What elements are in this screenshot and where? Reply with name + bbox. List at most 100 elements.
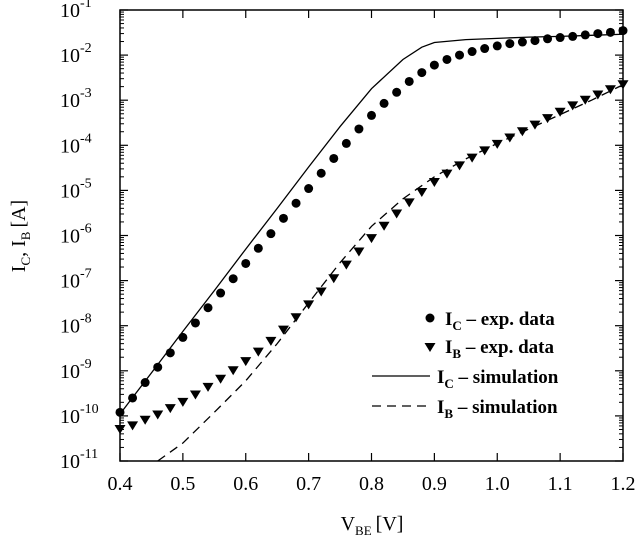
ib-data-point xyxy=(542,114,554,124)
ic-data-point xyxy=(329,153,339,163)
ic-data-point xyxy=(253,243,263,253)
ib-data-point xyxy=(554,107,566,117)
ib-data-point xyxy=(177,397,189,407)
y-tick-base: 10 xyxy=(60,135,80,157)
ic-data-point xyxy=(467,47,477,57)
ic-data-point xyxy=(593,29,603,39)
ib-data-point xyxy=(265,336,277,346)
ic-data-point xyxy=(480,44,490,54)
ib-data-point xyxy=(604,85,616,95)
y-tick-label: 10-5 xyxy=(60,176,92,202)
ic-data-point xyxy=(291,198,301,208)
ic-data-point xyxy=(417,68,427,78)
legend-circle-marker xyxy=(425,313,435,323)
ic-data-point xyxy=(140,378,150,388)
y-tick-exponent: -6 xyxy=(80,222,92,237)
y-tick-exponent: -3 xyxy=(80,86,92,101)
x-tick-labels: 0.4 0.5 0.6 0.7 0.8 0.9 1.0 1.1 1.2 xyxy=(108,473,636,495)
y-tick-base: 10 xyxy=(60,226,80,248)
y-axis-label: IC, IB[A] xyxy=(8,200,33,272)
ic-data-point xyxy=(153,362,163,372)
ic-data-point xyxy=(517,37,527,47)
ib-data-point xyxy=(164,404,176,414)
ib-data-point xyxy=(579,95,591,105)
x-tick-label: 0.9 xyxy=(422,473,447,495)
ib-data-point xyxy=(516,127,528,137)
y-tick-label: 10-10 xyxy=(60,402,99,428)
ib-data-point xyxy=(227,366,239,376)
ic-data-point xyxy=(128,393,138,403)
y-tick-label: 10-11 xyxy=(60,447,98,473)
ic-data-point xyxy=(341,138,351,148)
ib-data-point xyxy=(215,374,227,384)
y-tick-label: 10-8 xyxy=(60,312,92,338)
ic-data-point xyxy=(266,229,276,239)
ic-data-point xyxy=(241,258,251,268)
x-tick-label: 0.8 xyxy=(359,473,384,495)
ic-data-point xyxy=(203,303,213,313)
y-tick-base: 10 xyxy=(60,271,80,293)
y-tick-base: 10 xyxy=(60,316,80,338)
ib-data-point xyxy=(441,169,453,179)
ic-data-point xyxy=(278,213,288,223)
y-tick-base: 10 xyxy=(60,45,80,67)
y-tick-exponent: -11 xyxy=(80,447,98,462)
ib-data-point xyxy=(189,390,201,400)
ib-data-point xyxy=(152,410,164,420)
ib-data-point xyxy=(454,161,466,171)
ib-data-point xyxy=(466,153,478,163)
y-tick-exponent: -10 xyxy=(80,402,99,417)
ic-data-point xyxy=(605,27,615,37)
ib-data-point xyxy=(479,146,491,156)
ib-data-point xyxy=(529,120,541,130)
ib-data-point xyxy=(252,347,264,357)
y-tick-label: 10-4 xyxy=(60,131,92,157)
y-tick-label: 10-7 xyxy=(60,267,92,293)
legend-label-ib-exp: IB – exp. data xyxy=(445,337,554,361)
y-tick-exponent: -1 xyxy=(80,0,92,11)
ib-data-point xyxy=(202,382,214,392)
x-tick-label: 0.5 xyxy=(170,473,195,495)
ic-data-point xyxy=(379,98,389,108)
x-tick-label: 0.7 xyxy=(296,473,321,495)
legend-entry-ic-sim: IC – simulation xyxy=(372,367,559,391)
ic-data-point xyxy=(392,87,402,97)
y-tick-exponent: -7 xyxy=(80,267,92,282)
x-tick-label: 1.1 xyxy=(548,473,573,495)
y-tick-base: 10 xyxy=(60,90,80,112)
ic-data-point xyxy=(429,60,439,70)
y-tick-label: 10-9 xyxy=(60,357,92,383)
x-tick-label: 0.4 xyxy=(108,473,133,495)
ib-data-point xyxy=(240,357,252,367)
y-tick-label: 10-6 xyxy=(60,222,92,248)
ib-data-point xyxy=(504,133,516,143)
y-tick-base: 10 xyxy=(60,451,80,473)
ic-data-point xyxy=(190,318,200,328)
ic-data-point xyxy=(404,76,414,86)
ic-data-point xyxy=(492,41,502,51)
ic-data-point xyxy=(115,407,125,417)
ib-data-point xyxy=(491,139,503,149)
ic-data-point xyxy=(455,50,465,60)
ic-data-point xyxy=(165,348,175,358)
ic-data-point xyxy=(505,39,515,49)
legend-label-ic-sim: IC – simulation xyxy=(437,367,559,391)
ib-data-point xyxy=(428,177,440,187)
y-tick-label: 10-3 xyxy=(60,86,92,112)
y-tick-base: 10 xyxy=(60,361,80,383)
legend-label-ib-sim: IB – simulation xyxy=(437,397,558,421)
series-markers xyxy=(114,26,629,434)
ic-data-point xyxy=(304,184,314,194)
x-tick-label: 0.6 xyxy=(233,473,258,495)
ic-data-point xyxy=(618,26,628,36)
ib-data-point xyxy=(391,209,403,219)
ic-data-point xyxy=(228,274,238,284)
ib-data-point xyxy=(315,287,327,297)
y-tick-base: 10 xyxy=(60,406,80,428)
y-tick-exponent: -4 xyxy=(80,131,92,146)
ic-data-point xyxy=(367,110,376,120)
ib-data-point xyxy=(303,300,315,310)
ib-data-point xyxy=(290,313,302,323)
y-tick-base: 10 xyxy=(60,0,80,22)
x-axis-label: VBE [V] xyxy=(341,513,404,538)
